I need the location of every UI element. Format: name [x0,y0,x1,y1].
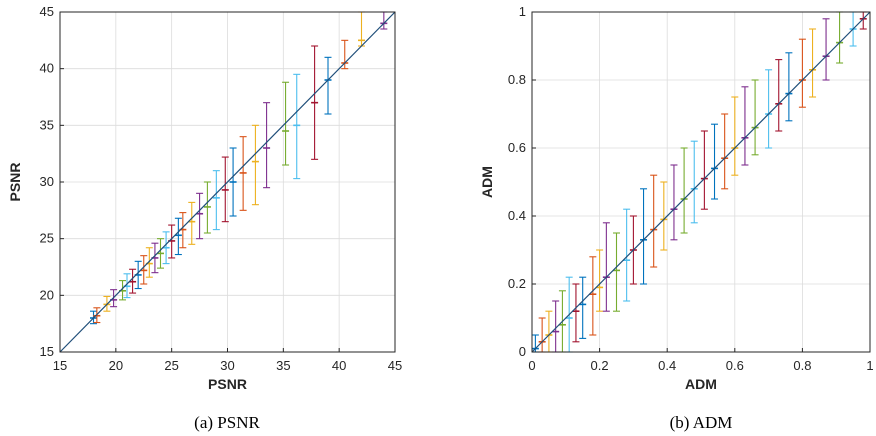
error-bar [809,28,817,98]
error-bar [251,124,259,206]
plot-frame [531,11,871,353]
x-tick-label: 1 [866,358,873,373]
error-bar [341,39,349,70]
error-bar [680,147,688,234]
error-bar [572,283,580,343]
y-axis-label: PSNR [7,163,23,202]
error-bar [690,140,698,224]
error-bar [293,73,301,180]
reference-line [59,11,396,353]
error-bar [741,86,749,166]
error-bar [140,255,148,285]
error-bar [700,130,708,210]
x-axis-label: PSNR [208,376,247,392]
x-tick-label: 0.6 [726,358,744,373]
error-bar [775,59,783,132]
y-tick-label: 0.4 [508,208,526,223]
x-tick-label: 25 [164,358,178,373]
error-bar [596,249,604,312]
error-bar [239,136,247,211]
y-tick-label: 0.2 [508,276,526,291]
figure-caption: (b) ADM [670,413,733,432]
x-tick-label: 45 [388,358,402,373]
x-tick-label: 35 [276,358,290,373]
error-bar [162,231,170,265]
error-bar [311,45,319,160]
error-bar [731,96,739,176]
error-bar [119,280,127,301]
error-bar [545,310,553,353]
y-tick-label: 25 [40,231,54,246]
error-bar [188,201,196,245]
y-tick-label: 0 [519,344,526,359]
plot-frame [59,11,396,353]
y-axis-label: ADM [479,166,495,198]
error-bar [324,56,332,115]
error-bar [798,38,806,108]
x-tick-label: 30 [220,358,234,373]
y-tick-label: 30 [40,174,54,189]
x-tick-label: 20 [109,358,123,373]
error-bar [602,222,610,312]
error-bar [640,188,648,285]
error-bar [157,238,164,269]
error-bar [785,52,793,122]
error-bar [579,276,587,339]
figure-caption: (a) PSNR [194,413,260,432]
error-bar [212,170,220,231]
error-bar [765,69,773,149]
error-bar [229,147,237,217]
x-tick-label: 40 [332,358,346,373]
error-bar [221,156,229,223]
error-bar [650,174,658,268]
error-bar [589,256,597,336]
error-bar [711,123,719,200]
error-bar [129,268,137,294]
y-tick-label: 15 [40,344,54,359]
y-tick-label: 40 [40,61,54,76]
error-bar [721,113,729,190]
x-tick-label: 0.2 [591,358,609,373]
x-axis-label: ADM [685,376,717,392]
y-tick-label: 0.6 [508,140,526,155]
chart-panel-1: 0 0.2 0.4 0.6 0.8 1 0 0.2 0.4 0.6 0.8 1 ADM ADM (b) AD… [479,4,874,432]
error-bar [623,208,631,302]
error-bar [263,102,271,189]
error-bar [670,164,678,241]
error-bar [613,232,620,312]
y-tick-label: 1 [519,4,526,19]
x-tick-label: 0.4 [658,358,676,373]
y-tick-label: 35 [40,117,54,132]
error-bar [538,317,546,353]
error-bar [751,79,759,156]
error-bar [822,18,830,81]
error-bar [836,11,844,64]
y-tick-label: 0.8 [508,72,526,87]
y-tick-label: 20 [40,287,54,302]
x-tick-label: 0 [528,358,535,373]
error-bar [196,192,204,240]
error-bar [174,217,182,256]
error-bar [203,181,211,234]
reference-line [531,11,871,353]
chart-panel-0: 15 20 25 30 35 40 45 15 20 25 30 35 40 45 PSNR PSNR (a) … [7,4,402,432]
error-bar [358,11,365,47]
x-tick-label: 0.8 [793,358,811,373]
y-tick-label: 45 [40,4,54,19]
x-tick-label: 15 [53,358,67,373]
